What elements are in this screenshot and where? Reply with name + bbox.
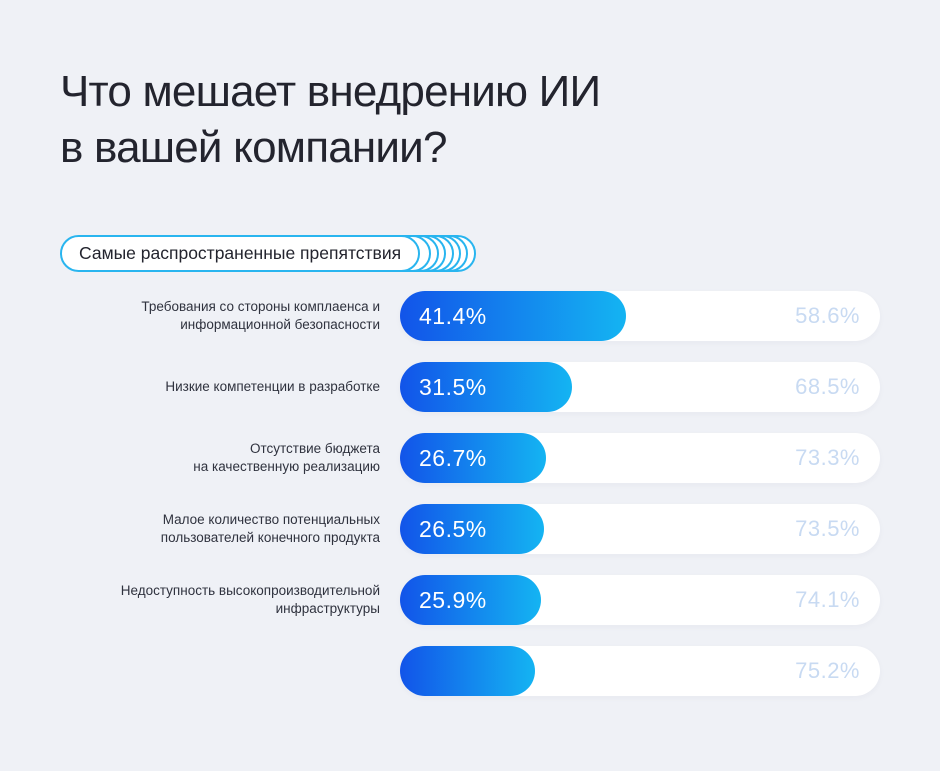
bar-value-label: 26.5% [419,515,487,542]
bar-fill: 41.4% [400,291,626,341]
row-label: Требования со стороны комплаенса и информ… [60,298,380,334]
bar-remainder-label: 75.2% [795,658,860,683]
bar-chart-rows: Требования со стороны комплаенса и информ… [0,291,940,717]
bar-fill: 31.5% [400,362,572,412]
bar-fill [400,646,535,696]
bar-remainder-label: 58.6% [795,303,860,328]
subtitle-badge: Самые распространенные препятствия [60,235,476,272]
bar-fill: 26.7% [400,433,546,483]
bar-fill: 26.5% [400,504,544,554]
row-label-line: Отсутствие бюджета [249,441,380,456]
row-label: Отсутствие бюджета на качественную реализ… [60,440,380,476]
bar-track: 41.4% 58.6% [400,291,880,341]
bar-value-label: 31.5% [419,373,487,400]
bar-remainder-label: 73.3% [795,445,860,470]
row-label: Недоступность высокопроизводительной инфр… [60,582,380,618]
bar-track: 26.5% 73.5% [400,504,880,554]
chart-row: Малое количество потенциальных пользовате… [0,504,940,554]
chart-row: 75.2% [0,646,940,696]
bar-track: 75.2% [400,646,880,696]
bar-remainder-label: 74.1% [795,587,860,612]
bar-value-label: 26.7% [419,444,487,471]
bar-remainder-label: 68.5% [795,374,860,399]
bar-track: 31.5% 68.5% [400,362,880,412]
page-title: Что мешает внедрению ИИ в вашей компании… [60,64,601,176]
bar-fill: 25.9% [400,575,541,625]
row-label-line: инфраструктуры [275,601,380,616]
subtitle-badge-pill: Самые распространенные препятствия [60,235,421,272]
row-label-line: на качественную реализацию [193,459,380,474]
chart-row: Низкие компетенции в разработке 31.5% 68… [0,362,940,412]
bar-value-label: 41.4% [419,302,487,329]
chart-row: Недоступность высокопроизводительной инфр… [0,575,940,625]
bar-track: 26.7% 73.3% [400,433,880,483]
chart-row: Отсутствие бюджета на качественную реализ… [0,433,940,483]
row-label-line: Малое количество потенциальных [162,512,380,527]
row-label-line: Требования со стороны комплаенса и [141,299,380,314]
page-title-line1: Что мешает внедрению ИИ [60,67,601,116]
bar-track: 25.9% 74.1% [400,575,880,625]
subtitle-badge-label: Самые распространенные препятствия [79,243,402,263]
page-title-line2: в вашей компании? [60,123,447,172]
row-label-line: Недоступность высокопроизводительной [120,583,380,598]
row-label: Низкие компетенции в разработке [60,378,380,396]
row-label-line: информационной безопасности [180,317,380,332]
bar-remainder-label: 73.5% [795,516,860,541]
row-label-line: Низкие компетенции в разработке [165,379,380,394]
row-label: Малое количество потенциальных пользовате… [60,511,380,547]
chart-row: Требования со стороны комплаенса и информ… [0,291,940,341]
bar-value-label: 25.9% [419,586,487,613]
row-label-line: пользователей конечного продукта [160,530,380,545]
